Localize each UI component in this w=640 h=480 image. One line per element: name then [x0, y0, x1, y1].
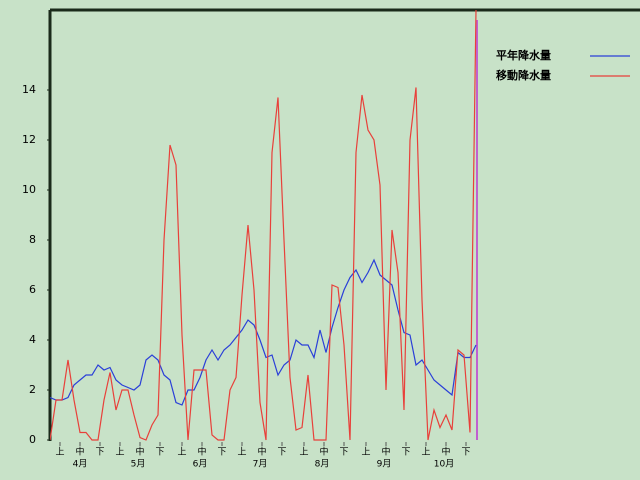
plot-area [50, 10, 477, 441]
x-tick-label: 下 [339, 448, 348, 458]
x-tick-label: 中 [135, 446, 144, 458]
x-tick-label: 中 [441, 446, 450, 458]
month-label: 8月 [315, 459, 330, 470]
x-tick-label: 中 [75, 446, 84, 458]
x-tick-label: 下 [155, 448, 164, 458]
x-tick-label: 上 [177, 447, 186, 458]
legend-label: 平年降水量 [496, 48, 551, 62]
y-tick-label: 2 [29, 383, 36, 396]
x-tick-label: 上 [299, 447, 308, 458]
x-tick-label: 下 [95, 448, 104, 458]
x-tick-label: 下 [277, 448, 286, 458]
x-tick-label: 下 [217, 448, 226, 458]
month-label: 10月 [434, 459, 454, 470]
y-tick-label: 10 [22, 183, 36, 196]
month-label: 6月 [193, 459, 208, 470]
x-tick-label: 上 [237, 447, 246, 458]
x-tick-label: 上 [115, 447, 124, 458]
x-tick-label: 中 [197, 446, 206, 458]
legend-label: 移動降水量 [496, 68, 551, 82]
y-tick-label: 6 [29, 283, 36, 296]
x-tick-label: 中 [257, 446, 266, 458]
y-tick-label: 8 [29, 233, 36, 246]
y-tick-label: 12 [22, 133, 36, 146]
month-label: 7月 [253, 459, 268, 470]
month-label: 4月 [73, 459, 88, 470]
x-tick-label: 上 [421, 447, 430, 458]
month-label: 9月 [377, 459, 392, 470]
month-label: 5月 [131, 459, 146, 470]
y-tick-label: 4 [29, 333, 36, 346]
y-tick-label: 0 [29, 433, 36, 446]
series-line [50, 258, 477, 406]
x-tick-label: 下 [461, 448, 470, 458]
series-line [50, 10, 477, 441]
x-tick-label: 中 [381, 446, 390, 458]
x-tick-label: 中 [319, 446, 328, 458]
x-tick-label: 上 [55, 447, 64, 458]
x-tick-label: 上 [361, 447, 370, 458]
x-tick-label: 下 [401, 448, 410, 458]
y-tick-label: 14 [22, 83, 36, 96]
